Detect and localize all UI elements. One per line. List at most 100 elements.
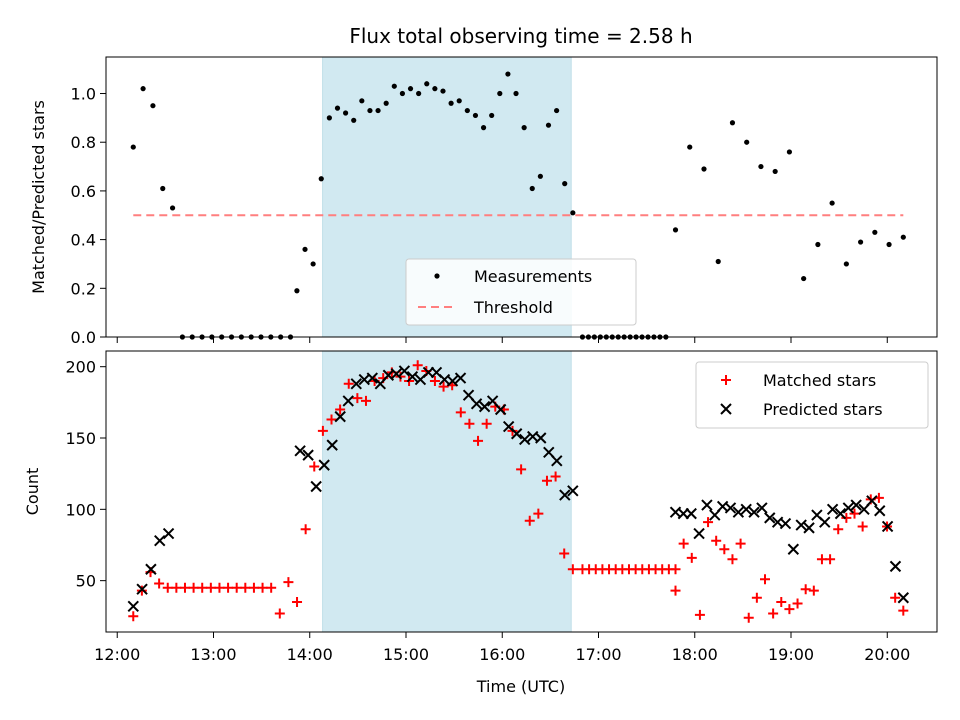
measurement-point (744, 139, 750, 145)
measurement-point (815, 241, 821, 248)
predicted-star-point (567, 485, 579, 497)
measurement-point (160, 185, 166, 192)
predicted-star-point (874, 505, 886, 517)
measurement-point (772, 168, 778, 175)
matched-star-point (300, 524, 311, 535)
predicted-star-point (551, 455, 563, 467)
predicted-star-point (294, 445, 306, 457)
matched-star-point (670, 564, 681, 575)
y-tick-label: 100 (65, 500, 96, 519)
matched-star-point (464, 418, 475, 429)
matched-star-point (524, 515, 535, 526)
matched-star-point (800, 584, 811, 595)
matched-star-point (743, 612, 754, 623)
predicted-star-point (494, 403, 507, 416)
predicted-star-point (732, 506, 745, 518)
measurement-point (318, 176, 324, 182)
measurement-point (513, 90, 519, 97)
x-tick-label: 15:00 (383, 645, 429, 664)
matched-star-point (516, 464, 527, 475)
predicted-star-point (154, 535, 166, 547)
predicted-star-point (724, 502, 737, 514)
measurement-point (169, 205, 176, 211)
matched-star-point (292, 597, 303, 608)
legend-box-2 (695, 361, 929, 429)
predicted-star-point (478, 400, 491, 413)
matched-star-point (171, 582, 182, 593)
matched-star-point (833, 524, 844, 535)
measurement-point (448, 100, 454, 106)
matched-star-point (567, 564, 578, 575)
measurement-point (334, 105, 341, 111)
matched-star-point (283, 577, 294, 588)
matched-star-point (694, 609, 705, 620)
predicted-star-point (342, 395, 354, 407)
predicted-star-point (406, 370, 419, 383)
measurement-point (399, 90, 406, 97)
legend-marker-predicted (720, 403, 732, 415)
matched-star-point (317, 425, 328, 436)
x-tick-label: 17:00 (575, 645, 621, 664)
matched-star-point (128, 611, 139, 622)
measurement-point (529, 185, 535, 192)
plot-frame-1 (105, 56, 938, 338)
x-tick-label: 18:00 (672, 645, 718, 664)
y-axis-label-1: Matched/Predicted stars (29, 100, 48, 294)
predicted-star-point (866, 495, 878, 507)
measurement-point (801, 275, 807, 282)
matched-star-point (559, 548, 570, 559)
matched-star-point (438, 381, 449, 392)
matched-star-point (841, 512, 852, 523)
x-tick-label: 20:00 (864, 645, 910, 664)
y-tick-label: 150 (65, 429, 96, 448)
predicted-star-point (795, 519, 807, 531)
y-tick-label: 0.4 (71, 231, 96, 250)
measurement-point (342, 110, 349, 116)
measurement-point (130, 144, 136, 150)
measurement-point (505, 71, 511, 77)
matched-star-point (890, 592, 901, 603)
y-tick-label: 0.2 (71, 279, 96, 298)
predicted-star-point (136, 583, 148, 595)
predicted-star-point (834, 507, 847, 520)
measurement-point (440, 88, 446, 94)
matched-star-point (257, 582, 268, 593)
predicted-star-point (693, 527, 705, 540)
predicted-star-point (819, 516, 831, 528)
matched-star-point (473, 435, 484, 446)
y-tick-label: 50 (76, 572, 96, 591)
predicted-star-point (889, 560, 902, 573)
predicted-star-point (740, 503, 752, 516)
matched-star-point (550, 471, 561, 482)
x-axis-label: Time (UTC) (476, 677, 565, 696)
x-tick-label: 16:00 (479, 645, 525, 664)
measurement-point (416, 90, 422, 97)
matched-star-point (686, 552, 697, 563)
measurement-point (701, 166, 707, 172)
legend-label-predicted: Predicted stars (763, 400, 883, 419)
predicted-star-point (318, 459, 330, 471)
measurement-point (424, 81, 430, 87)
matched-star-point (154, 578, 165, 589)
predicted-star-point (803, 522, 815, 534)
matched-star-point (162, 582, 173, 593)
measurement-point (857, 239, 864, 245)
matched-star-point (205, 582, 216, 593)
matched-star-point (179, 582, 190, 593)
predicted-star-point (446, 375, 459, 387)
matched-star-point (188, 582, 199, 593)
y-tick-label: 1.0 (71, 85, 96, 104)
chart-title: Flux total observing time = 2.58 h (349, 24, 692, 48)
measurement-point (472, 112, 479, 119)
matched-star-point (711, 535, 722, 546)
measurement-point (886, 241, 892, 248)
x-tick-label: 14:00 (287, 645, 333, 664)
matched-star-point (670, 585, 681, 596)
measurement-point (829, 200, 835, 206)
predicted-star-point (470, 398, 483, 410)
predicted-star-point (779, 517, 792, 530)
matched-star-point (335, 404, 346, 415)
measurement-point (758, 163, 764, 170)
measurement-point (786, 149, 793, 155)
matched-star-point (352, 393, 363, 404)
